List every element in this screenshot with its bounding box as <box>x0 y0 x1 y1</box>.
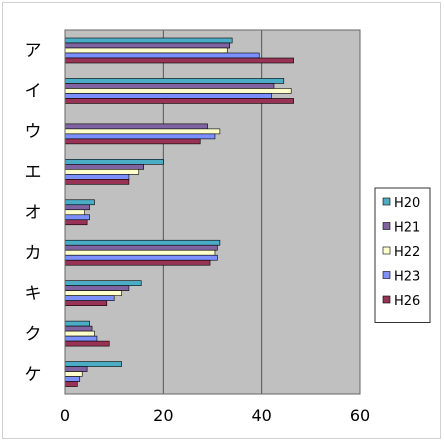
x-tick-label: 40 <box>251 406 271 425</box>
bar <box>65 83 274 88</box>
bar <box>65 48 227 53</box>
legend-label: H20 <box>394 196 420 211</box>
legend-swatch <box>383 198 390 205</box>
bar <box>65 336 97 341</box>
category-label: ケ <box>25 365 42 385</box>
bar <box>65 245 217 250</box>
bar <box>65 377 80 382</box>
bar <box>65 43 230 48</box>
bar <box>65 255 217 260</box>
legend: H20 H21 H22 H23 H26 <box>375 188 430 323</box>
legend-label: H23 <box>394 270 420 285</box>
legend-swatch <box>383 247 390 254</box>
bar <box>65 341 109 346</box>
bar <box>65 220 87 225</box>
bar <box>65 286 129 291</box>
category-label: キ <box>25 284 42 304</box>
legend-label: H21 <box>394 221 420 236</box>
bar <box>65 124 208 129</box>
legend-label: H26 <box>394 294 420 309</box>
bar <box>65 169 139 174</box>
legend-swatch <box>383 223 390 230</box>
bar <box>65 139 200 144</box>
bar <box>65 179 129 184</box>
bar <box>65 240 220 245</box>
bar <box>65 367 87 372</box>
x-tick-labels: 0 20 40 60 <box>60 406 370 425</box>
bar <box>65 210 85 215</box>
bar <box>65 331 95 336</box>
bar <box>65 372 82 377</box>
bar <box>65 326 92 331</box>
bar <box>65 88 291 93</box>
bar <box>65 93 272 98</box>
category-label: ク <box>25 324 42 344</box>
bar <box>65 58 294 63</box>
bar <box>65 78 284 83</box>
bar <box>65 260 210 265</box>
category-label: カ <box>25 243 42 263</box>
bar <box>65 159 163 164</box>
bar <box>65 53 259 58</box>
bar <box>65 382 77 387</box>
bar <box>65 129 220 134</box>
bar <box>65 291 122 296</box>
bar <box>65 174 129 179</box>
x-tick-label: 0 <box>60 406 70 425</box>
bar <box>65 281 141 286</box>
x-tick-label: 60 <box>350 406 370 425</box>
bar <box>65 321 90 326</box>
category-label: イ <box>25 82 42 102</box>
bar <box>65 301 107 306</box>
x-tick-label: 20 <box>153 406 173 425</box>
bar <box>65 215 90 220</box>
legend-swatch <box>383 296 390 303</box>
bar <box>65 205 90 210</box>
category-label: エ <box>25 163 42 183</box>
category-label: ア <box>25 41 42 61</box>
category-label: オ <box>25 203 42 223</box>
bar <box>65 296 114 301</box>
bar <box>65 250 215 255</box>
bar <box>65 164 144 169</box>
bar <box>65 200 95 205</box>
legend-swatch <box>383 272 390 279</box>
bar <box>65 38 232 43</box>
bar <box>65 134 215 139</box>
category-label: ウ <box>25 122 42 142</box>
bar <box>65 98 294 103</box>
legend-label: H22 <box>394 245 420 260</box>
bar <box>65 362 122 367</box>
